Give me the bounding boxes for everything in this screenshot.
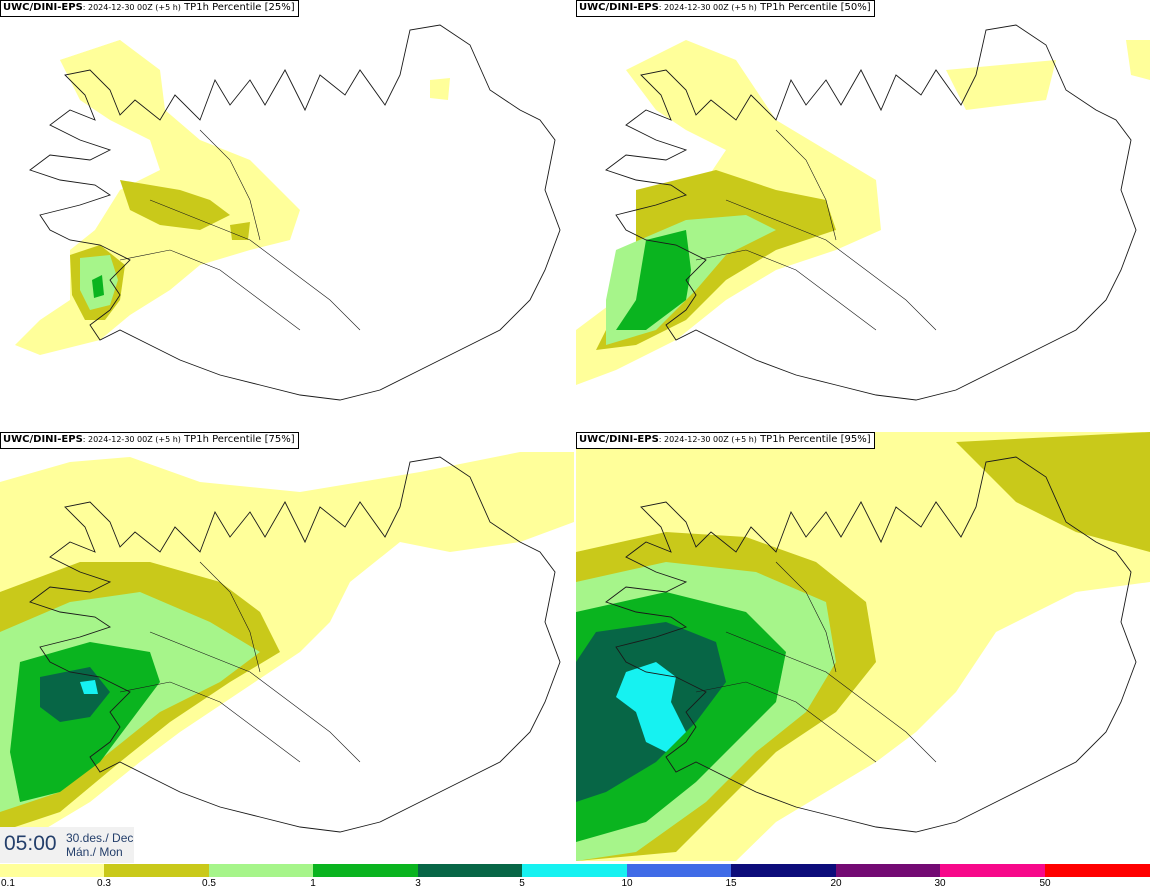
colorbar-swatch bbox=[104, 864, 209, 877]
valid-time-box: 05:00 30.des./ Dec Mán./ Mon bbox=[0, 827, 134, 863]
percentile-label: TP1h Percentile [95%] bbox=[756, 434, 871, 445]
colorbar-tick-label: 0.3 bbox=[97, 878, 111, 889]
colorbar-swatch bbox=[1045, 864, 1150, 877]
model-name: UWC/DINI-EPS bbox=[3, 434, 83, 445]
model-name: UWC/DINI-EPS bbox=[579, 2, 659, 13]
colorbar-tick-label: 3 bbox=[415, 878, 421, 889]
colorbar-tick-label: 10 bbox=[621, 878, 633, 889]
iceland-coastline bbox=[605, 456, 1137, 833]
run-info: : 2024-12-30 00Z (+5 h) bbox=[658, 435, 757, 444]
colorbar-tick-label: 1 bbox=[310, 878, 316, 889]
map-panel-p95: UWC/DINI-EPS: 2024-12-30 00Z (+5 h) TP1h… bbox=[576, 432, 1150, 861]
iceland-coastline bbox=[29, 24, 561, 401]
percentile-label: TP1h Percentile [75%] bbox=[180, 434, 295, 445]
valid-date-line1: 30.des./ Dec bbox=[66, 831, 134, 845]
run-info: : 2024-12-30 00Z (+5 h) bbox=[82, 435, 181, 444]
colorbar-swatch bbox=[418, 864, 522, 877]
precip-fields bbox=[576, 432, 1150, 861]
colorbar-swatch bbox=[836, 864, 940, 877]
run-info: : 2024-12-30 00Z (+5 h) bbox=[82, 3, 181, 12]
model-name: UWC/DINI-EPS bbox=[579, 434, 659, 445]
percentile-label: TP1h Percentile [50%] bbox=[756, 2, 871, 13]
colorbar-tick-label: 30 bbox=[934, 878, 946, 889]
valid-date: 30.des./ Dec Mán./ Mon bbox=[66, 831, 133, 859]
colorbar-swatch bbox=[0, 864, 104, 877]
valid-date-line2: Mán./ Mon bbox=[66, 845, 123, 859]
colorbar-swatch bbox=[940, 864, 1045, 877]
percentile-label: TP1h Percentile [25%] bbox=[180, 2, 295, 13]
map-panel-p50: UWC/DINI-EPS: 2024-12-30 00Z (+5 h) TP1h… bbox=[576, 0, 1150, 429]
colorbar-tick-label: 50 bbox=[1039, 878, 1051, 889]
map-panel-p25: UWC/DINI-EPS: 2024-12-30 00Z (+5 h) TP1h… bbox=[0, 0, 574, 429]
colorbar-tick-label: 0.1 bbox=[1, 878, 15, 889]
iceland-coastline bbox=[605, 24, 1137, 401]
map-panel-p75: UWC/DINI-EPS: 2024-12-30 00Z (+5 h) TP1h… bbox=[0, 432, 574, 861]
colorbar-tick-label: 5 bbox=[519, 878, 525, 889]
precip-map-p50 bbox=[576, 24, 1150, 401]
precip-map-p95 bbox=[576, 432, 1150, 861]
precip-colorbar: 0.1 0.3 0.5 1 3 5 10 15 20 30 50 bbox=[0, 862, 1150, 891]
precip-map-p25 bbox=[15, 24, 561, 401]
colorbar-swatch bbox=[731, 864, 836, 877]
colorbar-tick-label: 0.5 bbox=[202, 878, 216, 889]
precip-map-p75 bbox=[0, 452, 574, 852]
precip-fields bbox=[15, 40, 450, 355]
panel-title-p75: UWC/DINI-EPS: 2024-12-30 00Z (+5 h) TP1h… bbox=[0, 432, 299, 449]
model-name: UWC/DINI-EPS bbox=[3, 2, 83, 13]
colorbar-swatch bbox=[627, 864, 731, 877]
valid-time-clock: 05:00 bbox=[4, 832, 57, 855]
precip-fields bbox=[576, 40, 1150, 385]
precip-fields bbox=[0, 452, 574, 852]
panel-title-p95: UWC/DINI-EPS: 2024-12-30 00Z (+5 h) TP1h… bbox=[576, 432, 875, 449]
colorbar-swatch bbox=[209, 864, 313, 877]
colorbar-swatch bbox=[522, 864, 627, 877]
panel-title-p50: UWC/DINI-EPS: 2024-12-30 00Z (+5 h) TP1h… bbox=[576, 0, 875, 17]
colorbar-tick-label: 15 bbox=[725, 878, 737, 889]
iceland-coastline bbox=[29, 456, 561, 833]
panel-title-p25: UWC/DINI-EPS: 2024-12-30 00Z (+5 h) TP1h… bbox=[0, 0, 299, 17]
run-info: : 2024-12-30 00Z (+5 h) bbox=[658, 3, 757, 12]
colorbar-swatch bbox=[313, 864, 418, 877]
colorbar-tick-label: 20 bbox=[830, 878, 842, 889]
